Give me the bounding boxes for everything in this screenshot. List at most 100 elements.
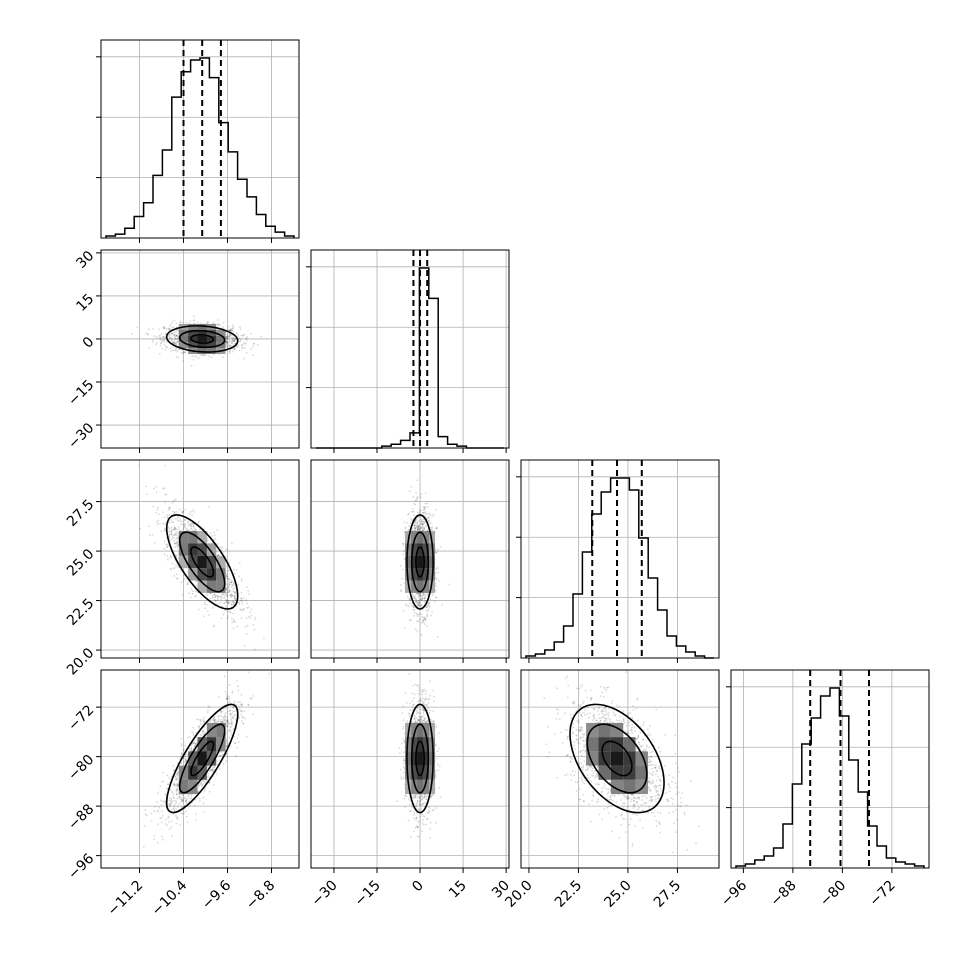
scatter-point — [431, 515, 434, 517]
scatter-point — [232, 325, 235, 328]
scatter-point — [228, 340, 231, 342]
scatter-point — [187, 592, 190, 595]
scatter-point — [199, 800, 201, 803]
scatter-point — [402, 553, 405, 556]
scatter-point — [254, 648, 256, 651]
scatter-point — [226, 343, 229, 346]
scatter-point — [131, 333, 133, 335]
scatter-point — [221, 546, 224, 549]
panel-0-0 — [96, 39, 300, 243]
scatter-point — [198, 727, 201, 729]
scatter-point — [234, 597, 236, 600]
scatter-point — [226, 595, 229, 597]
scatter-point — [231, 690, 234, 693]
scatter-point — [173, 511, 176, 513]
scatter-point — [187, 581, 189, 584]
scatter-point — [225, 336, 228, 338]
scatter-point — [210, 356, 213, 359]
scatter-point — [208, 506, 210, 508]
scatter-point — [187, 795, 190, 798]
scatter-point — [220, 593, 223, 596]
scatter-point — [429, 526, 432, 529]
scatter-point — [426, 506, 429, 508]
scatter-point — [223, 602, 226, 604]
scatter-point — [189, 596, 192, 599]
scatter-point — [256, 343, 259, 346]
scatter-point — [420, 633, 423, 636]
scatter-point — [407, 605, 410, 607]
scatter-point — [185, 527, 188, 530]
scatter-point — [234, 592, 236, 595]
scatter-point — [148, 347, 151, 349]
scatter-point — [433, 600, 436, 603]
scatter-point — [228, 337, 231, 340]
scatter-point — [228, 583, 231, 586]
scatter-point — [222, 321, 225, 324]
scatter-point — [252, 695, 255, 697]
scatter-point — [173, 575, 175, 577]
scatter-point — [155, 511, 158, 514]
scatter-point — [233, 340, 236, 342]
scatter-point — [165, 346, 168, 348]
scatter-point — [164, 336, 166, 339]
scatter-point — [245, 352, 248, 354]
scatter-point — [412, 510, 415, 513]
scatter-point — [419, 521, 422, 524]
scatter-point — [172, 341, 174, 344]
scatter-point — [240, 334, 243, 337]
scatter-point — [153, 834, 156, 837]
scatter-point — [197, 357, 200, 360]
scatter-point — [202, 796, 204, 799]
scatter-point — [175, 334, 178, 336]
scatter-point — [416, 615, 419, 617]
scatter-point — [243, 341, 246, 344]
scatter-point — [408, 524, 410, 527]
scatter-point — [160, 530, 163, 533]
scatter-point — [241, 346, 244, 349]
scatter-point — [252, 354, 255, 357]
scatter-point — [413, 611, 416, 614]
scatter-point — [436, 635, 439, 638]
density-cell — [417, 555, 424, 569]
scatter-point — [180, 351, 183, 354]
scatter-point — [177, 348, 180, 351]
scatter-point — [190, 510, 192, 513]
scatter-point — [171, 332, 174, 335]
scatter-point — [182, 580, 185, 582]
scatter-point — [171, 332, 173, 335]
scatter-point — [426, 502, 429, 505]
scatter-point — [151, 341, 154, 344]
scatter-point — [190, 522, 193, 525]
scatter-point — [170, 338, 173, 341]
scatter-point — [246, 624, 249, 627]
scatter-point — [250, 348, 252, 350]
scatter-point — [200, 322, 203, 325]
density-cell — [206, 347, 217, 354]
scatter-point — [171, 340, 174, 343]
scatter-point — [168, 333, 171, 336]
scatter-point — [192, 319, 195, 322]
scatter-point — [214, 599, 217, 602]
scatter-point — [169, 336, 172, 339]
scatter-point — [175, 573, 178, 575]
scatter-point — [403, 550, 405, 552]
scatter-point — [168, 509, 170, 511]
scatter-point — [176, 350, 179, 353]
scatter-point — [418, 602, 421, 604]
scatter-point — [228, 561, 231, 564]
scatter-point — [180, 801, 183, 803]
scatter-point — [230, 344, 232, 347]
scatter-point — [149, 534, 151, 536]
scatter-point — [219, 601, 222, 604]
scatter-point — [400, 590, 402, 592]
scatter-point — [229, 594, 232, 596]
scatter-point — [175, 330, 177, 333]
scatter-point — [154, 343, 157, 346]
scatter-point — [162, 338, 165, 341]
scatter-point — [183, 351, 186, 354]
scatter-point — [212, 353, 215, 356]
scatter-point — [239, 326, 241, 329]
scatter-point — [420, 493, 423, 496]
scatter-point — [175, 334, 178, 337]
